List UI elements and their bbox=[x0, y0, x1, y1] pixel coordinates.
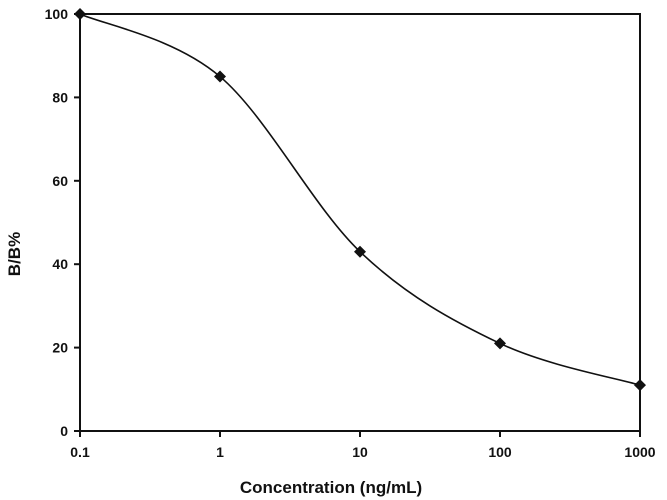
data-point-marker bbox=[494, 337, 506, 350]
y-tick-label: 80 bbox=[52, 89, 68, 105]
plot-frame bbox=[79, 13, 641, 432]
data-point-marker bbox=[74, 8, 86, 20]
y-axis-ticks: 0 20 40 60 80 100 bbox=[45, 6, 80, 439]
data-point-marker bbox=[354, 245, 366, 258]
series-markers bbox=[74, 8, 646, 392]
y-tick-label: 0 bbox=[60, 423, 68, 439]
data-point-marker bbox=[634, 379, 646, 392]
x-axis-title: Concentration (ng/mL) bbox=[240, 478, 422, 497]
y-tick-label: 100 bbox=[45, 6, 69, 22]
x-axis-ticks: 0.1 1 10 100 1000 bbox=[70, 431, 656, 460]
y-tick-label: 60 bbox=[52, 173, 68, 189]
y-tick-label: 20 bbox=[52, 340, 68, 356]
x-tick-label: 100 bbox=[488, 444, 512, 460]
x-tick-label: 0.1 bbox=[70, 444, 90, 460]
x-tick-label: 1 bbox=[216, 444, 224, 460]
y-tick-label: 40 bbox=[52, 256, 68, 272]
x-tick-label: 10 bbox=[352, 444, 368, 460]
data-point-marker bbox=[214, 70, 226, 83]
x-tick-label: 1000 bbox=[624, 444, 655, 460]
series-line bbox=[79, 13, 641, 386]
y-axis-title: B/B% bbox=[5, 232, 24, 276]
